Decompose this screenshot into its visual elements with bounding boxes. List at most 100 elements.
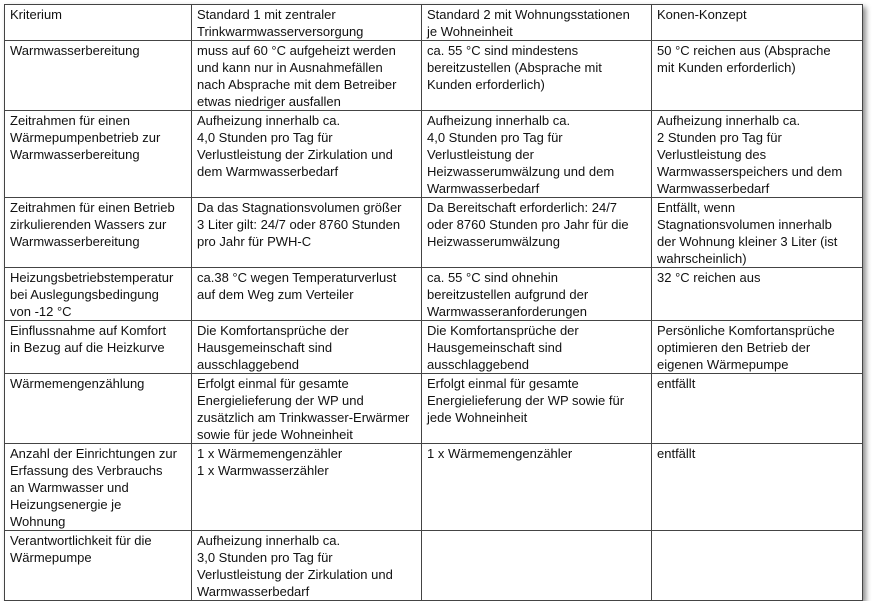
cell-line: Heizwasserumwälzung <box>427 234 560 249</box>
table-row: Verantwortlichkeit für die Wärmepumpe Aufh… <box>4 530 863 601</box>
table-cell: Heizungsbetriebstemperatur bei Auslegungs… <box>4 267 192 321</box>
cell-line: ca.38 °C wegen Temperaturverlust <box>197 270 397 285</box>
cell-line: 1 x Wärmemengenzähler <box>427 446 573 461</box>
cell-line: Verlustleistung des <box>657 147 767 162</box>
table-cell: 1 x Wärmemengenzähler <box>421 443 652 531</box>
table-frame: Kriterium Standard 1 mit zentraler Trinkwa… <box>4 4 863 601</box>
cell-line: Anzahl der Einrichtungen zur <box>10 446 177 461</box>
cell-line: an Warmwasser und <box>10 480 129 495</box>
table-cell: Aufheizung innerhalb ca. 4,0 Stunden pro … <box>421 110 652 198</box>
cell-line: pro Jahr für PWH-C <box>197 234 312 249</box>
cell-line: Standard 1 mit zentraler <box>197 7 336 22</box>
cell-line: eigenen Wärmepumpe <box>657 357 789 372</box>
table-cell: Zeitrahmen für einen Wärmepumpenbetrieb z… <box>4 110 192 198</box>
cell-line: ca. 55 °C sind ohnehin <box>427 270 558 285</box>
comparison-table: Kriterium Standard 1 mit zentraler Trinkwa… <box>4 4 863 601</box>
table-cell: ca. 55 °C sind ohnehin bereitzustellen au… <box>421 267 652 321</box>
cell-line: Verlustleistung der Zirkulation und <box>197 147 393 162</box>
table-cell: Erfolgt einmal für gesamte Energielieferu… <box>191 373 422 444</box>
header-cell: Kriterium <box>4 4 192 41</box>
cell-line: 1 x Warmwasserzähler <box>197 463 329 478</box>
cell-line: 3,0 Stunden pro Tag für <box>197 550 333 565</box>
cell-line: Heizwasserumwälzung und dem <box>427 164 615 179</box>
cell-line: und kann nur in Ausnahmefällen <box>197 60 383 75</box>
cell-line: optimieren den Betrieb der <box>657 340 811 355</box>
cell-line: Die Komfortansprüche der <box>197 323 349 338</box>
cell-line: Da Bereitschaft erforderlich: 24/7 <box>427 200 618 215</box>
table-cell: entfällt <box>651 373 863 444</box>
table-cell: 50 °C reichen aus (Absprache mit Kunden e… <box>651 40 863 111</box>
table-row: Einflussnahme auf Komfort in Bezug auf di… <box>4 320 863 374</box>
cell-line: Erfolgt einmal für gesamte <box>197 376 349 391</box>
cell-line: Kriterium <box>10 7 63 22</box>
table-cell: Aufheizung innerhalb ca. 2 Stunden pro Ta… <box>651 110 863 198</box>
cell-line: Die Komfortansprüche der <box>427 323 579 338</box>
cell-line: in Bezug auf die Heizkurve <box>10 340 165 355</box>
table-cell: Da das Stagnationsvolumen größer 3 Liter … <box>191 197 422 268</box>
cell-line: ca. 55 °C sind mindestens <box>427 43 579 58</box>
cell-line: bei Auslegungsbedingung <box>10 287 159 302</box>
table-row: Zeitrahmen für einen Wärmepumpenbetrieb z… <box>4 110 863 198</box>
table-row: Anzahl der Einrichtungen zur Erfassung de… <box>4 443 863 531</box>
cell-line: Zeitrahmen für einen <box>10 113 130 128</box>
cell-line: je Wohneinheit <box>427 24 513 39</box>
cell-line: muss auf 60 °C aufgeheizt werden <box>197 43 396 58</box>
cell-line: Stagnationsvolumen innerhalb <box>657 217 832 232</box>
table-cell: 32 °C reichen aus <box>651 267 863 321</box>
table-cell: Die Komfortansprüche der Hausgemeinschaft… <box>191 320 422 374</box>
table-row: Warmwasserbereitung muss auf 60 °C aufgeh… <box>4 40 863 111</box>
cell-line: Verantwortlichkeit für die <box>10 533 152 548</box>
table-cell: Erfolgt einmal für gesamte Energielieferu… <box>421 373 652 444</box>
cell-line: Aufheizung innerhalb ca. <box>427 113 571 128</box>
table-cell: Da Bereitschaft erforderlich: 24/7 oder 8… <box>421 197 652 268</box>
cell-line: Da das Stagnationsvolumen größer <box>197 200 402 215</box>
cell-line: Heizungsenergie je <box>10 497 122 512</box>
table-cell: Aufheizung innerhalb ca. 4,0 Stunden pro … <box>191 110 422 198</box>
header-cell: Konen-Konzept <box>651 4 863 41</box>
cell-line: Konen-Konzept <box>657 7 747 22</box>
cell-line: Entfällt, wenn <box>657 200 736 215</box>
cell-line: auf dem Weg zum Verteiler <box>197 287 354 302</box>
header-cell: Standard 1 mit zentraler Trinkwarmwasserv… <box>191 4 422 41</box>
cell-line: 4,0 Stunden pro Tag für <box>427 130 563 145</box>
table-cell <box>651 530 863 601</box>
table-cell: Zeitrahmen für einen Betrieb zirkulierend… <box>4 197 192 268</box>
cell-line: Wärmepumpe <box>10 550 92 565</box>
cell-line: zirkulierenden Wassers zur <box>10 217 167 232</box>
table-cell: Persönliche Komfortansprüche optimieren d… <box>651 320 863 374</box>
cell-line: 2 Stunden pro Tag für <box>657 130 782 145</box>
cell-line: bereitzustellen (Absprache mit <box>427 60 602 75</box>
cell-line: Warmwasserbedarf <box>657 181 770 196</box>
cell-line: wahrscheinlich) <box>657 251 747 266</box>
cell-line: Wohnung <box>10 514 66 529</box>
cell-line: Verlustleistung der <box>427 147 534 162</box>
cell-line: Zeitrahmen für einen Betrieb <box>10 200 175 215</box>
cell-line: Warmwasserbedarf <box>197 584 310 599</box>
table-cell: Die Komfortansprüche der Hausgemeinschaft… <box>421 320 652 374</box>
cell-line: etwas niedriger ausfallen <box>197 94 341 109</box>
cell-line: Warmwasserbereitung <box>10 43 140 58</box>
cell-line: Warmwasserspeichers und dem <box>657 164 843 179</box>
table-row: Heizungsbetriebstemperatur bei Auslegungs… <box>4 267 863 321</box>
header-cell: Standard 2 mit Wohnungsstationen je Wohne… <box>421 4 652 41</box>
table-cell: 1 x Wärmemengenzähler 1 x Warmwasserzähle… <box>191 443 422 531</box>
cell-line: mit Kunden erforderlich) <box>657 60 796 75</box>
cell-line: Energielieferung der WP und <box>197 393 364 408</box>
cell-line: Einflussnahme auf Komfort <box>10 323 167 338</box>
cell-line: bereitzustellen aufgrund der <box>427 287 589 302</box>
table-cell: entfällt <box>651 443 863 531</box>
cell-line: Warmwasserbereitung <box>10 234 140 249</box>
cell-line: 3 Liter gilt: 24/7 oder 8760 Stunden <box>197 217 401 232</box>
cell-line: Energielieferung der WP sowie für <box>427 393 625 408</box>
cell-line: dem Warmwasserbedarf <box>197 164 339 179</box>
table-cell: Warmwasserbereitung <box>4 40 192 111</box>
cell-line: Erfolgt einmal für gesamte <box>427 376 579 391</box>
table-cell: Entfällt, wenn Stagnationsvolumen innerha… <box>651 197 863 268</box>
cell-line: Wärmepumpenbetrieb zur <box>10 130 161 145</box>
header-row: Kriterium Standard 1 mit zentraler Trinkwa… <box>4 4 863 41</box>
cell-line: ausschlaggebend <box>427 357 529 372</box>
cell-line: entfällt <box>657 446 696 461</box>
table-cell: Aufheizung innerhalb ca. 3,0 Stunden pro … <box>191 530 422 601</box>
cell-line: Warmwasseranforderungen <box>427 304 587 319</box>
